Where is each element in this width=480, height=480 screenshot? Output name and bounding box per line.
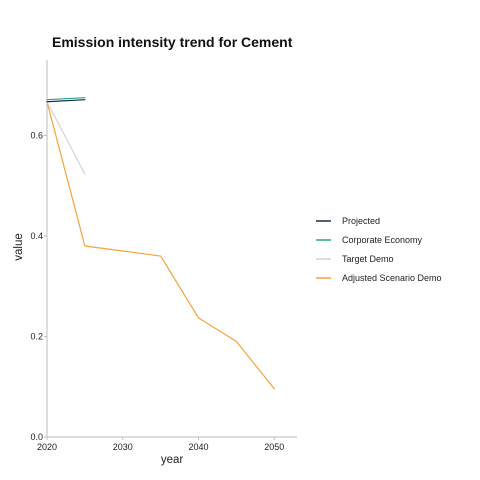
y-tick-label: 0.6: [30, 130, 43, 140]
series-line-corporate-economy: [46, 97, 86, 101]
y-axis-label: value: [13, 233, 25, 261]
chart-title: Emission intensity trend for Cement: [52, 34, 293, 50]
x-tick-label: 2050: [264, 442, 284, 452]
y-tick-label: 0.2: [30, 331, 43, 341]
series-line-projected: [46, 99, 86, 103]
x-axis-label: year: [161, 454, 184, 466]
legend-label: Target Demo: [342, 254, 394, 264]
axes: 2020 2030 2040 2050 0.0 0.2 0.4 0.6: [30, 60, 297, 452]
legend-label: Adjusted Scenario Demo: [342, 273, 442, 283]
series-layer: [46, 97, 275, 390]
legend: Projected Corporate Economy Target Demo Adj…: [316, 216, 442, 283]
legend-label: Corporate Economy: [342, 235, 423, 245]
x-tick-label: 2020: [37, 442, 57, 452]
legend-label: Projected: [342, 216, 380, 226]
y-tick-label: 0.0: [30, 432, 43, 442]
series-line-adjusted-scenario-demo: [46, 101, 275, 390]
x-tick-label: 2030: [113, 442, 133, 452]
y-tick-label: 0.4: [30, 231, 43, 241]
x-tick-label: 2040: [188, 442, 208, 452]
series-line-target-demo: [46, 101, 86, 175]
